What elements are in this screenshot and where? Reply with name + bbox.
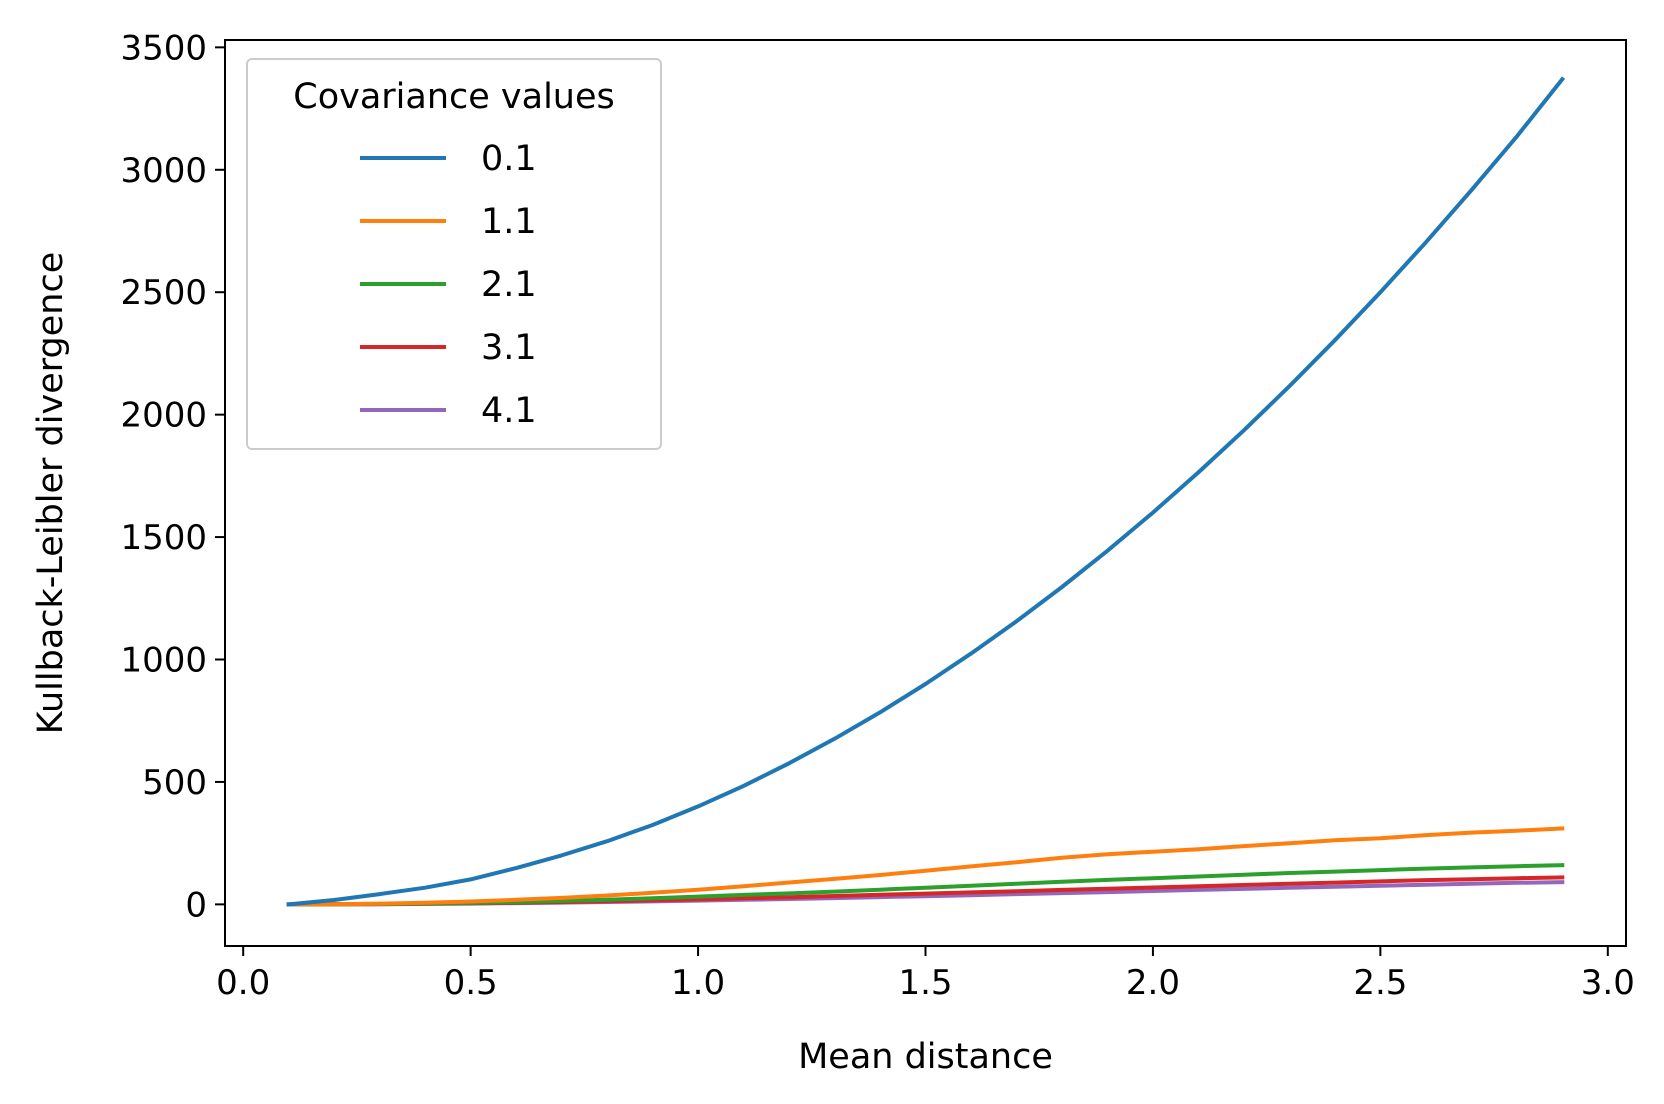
x-axis-label: Mean distance [798,1037,1053,1077]
legend-items: 0.1 1.1 2.1 3.1 4.1 [360,139,537,431]
legend: Covariance values 0.1 1.1 2.1 3.1 4.1 [246,58,662,450]
x-tick-label: 0.0 [216,963,270,1003]
x-tick-label: 1.0 [671,963,725,1003]
legend-title: Covariance values [293,77,615,117]
y-tick-label: 1500 [120,518,207,558]
series-line-0-1 [286,76,1566,907]
legend-box [246,58,662,450]
plot-area [224,39,1627,947]
x-tick-label: 2.0 [1126,963,1180,1003]
y-axis-ticks: 0 500 1000 1500 2000 2500 3000 3500 [120,28,225,925]
y-axis-label: Kullback-Leibler divergence [31,252,71,734]
x-tick-label: 2.5 [1353,963,1407,1003]
y-tick-label: 500 [142,763,207,803]
legend-label: 0.1 [481,139,537,179]
legend-label: 3.1 [481,328,537,368]
y-tick-label: 3500 [120,28,207,68]
y-tick-label: 1000 [120,641,207,681]
y-tick-label: 3000 [120,151,207,191]
y-tick-label: 0 [185,885,207,925]
series-layer [286,76,1566,907]
x-tick-label: 1.5 [898,963,952,1003]
x-axis-ticks: 0.0 0.5 1.0 1.5 2.0 2.5 3.0 [216,946,1635,1003]
x-tick-label: 3.0 [1581,963,1635,1003]
x-tick-label: 0.5 [444,963,498,1003]
legend-label: 1.1 [481,202,537,242]
legend-label: 2.1 [481,265,537,305]
y-tick-label: 2500 [120,273,207,313]
legend-label: 4.1 [481,391,537,431]
y-tick-label: 2000 [120,396,207,436]
series-line-1-1 [286,826,1565,907]
